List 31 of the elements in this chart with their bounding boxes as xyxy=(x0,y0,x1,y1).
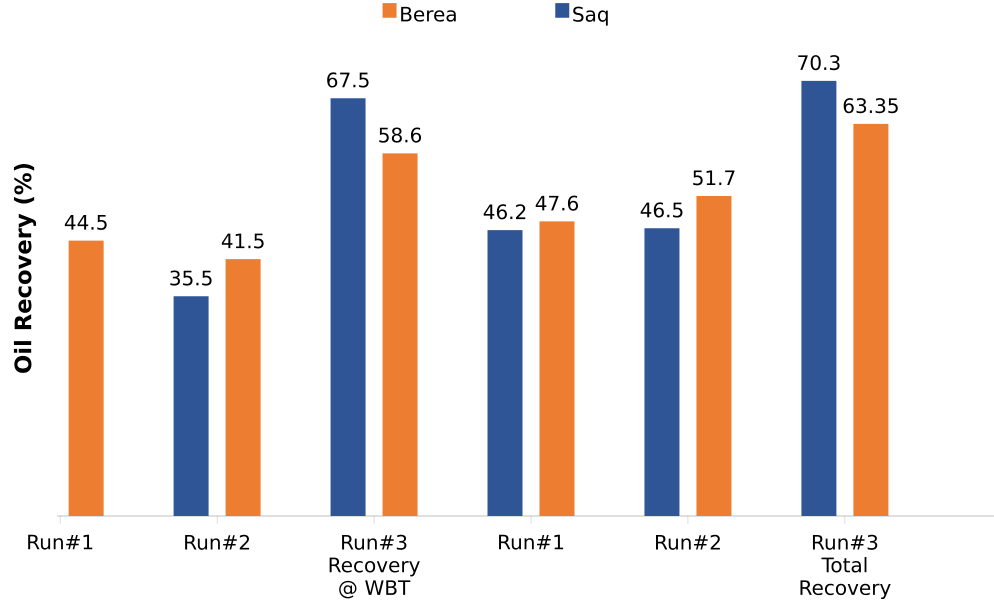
data-label: 51.7 xyxy=(693,170,735,186)
data-label: 46.2 xyxy=(484,204,526,220)
bar xyxy=(382,153,418,516)
data-label: 35.5 xyxy=(170,270,212,286)
x-tick-label: Run#1 xyxy=(499,534,564,550)
x-tick-label: Run#2 xyxy=(656,534,720,550)
data-label: 67.5 xyxy=(327,72,369,88)
bar xyxy=(540,221,575,516)
legend-label: Saq xyxy=(573,6,608,26)
bar xyxy=(68,240,104,516)
data-label: 63.35 xyxy=(844,98,898,114)
bar xyxy=(853,124,888,516)
x-tick-label: Run#3 Total Recovery xyxy=(800,534,891,600)
bar xyxy=(226,259,261,516)
data-label: 46.5 xyxy=(640,202,682,218)
data-label: 70.3 xyxy=(798,55,840,70)
data-label: 44.5 xyxy=(64,215,107,230)
bar xyxy=(644,228,680,516)
legend-label: Berea xyxy=(401,6,456,22)
bar xyxy=(174,296,209,516)
bar xyxy=(330,98,366,516)
x-tick-label: Run#1 xyxy=(28,534,92,550)
bar xyxy=(696,196,732,516)
x-tick-label: Run#3 Recovery @ WBT xyxy=(330,534,420,598)
bar xyxy=(488,230,522,516)
x-tick-label: Run#2 xyxy=(185,534,250,550)
data-label: 41.5 xyxy=(222,234,264,248)
data-label: 58.6 xyxy=(379,127,422,143)
bar xyxy=(801,80,836,516)
data-label: 47.6 xyxy=(536,196,578,211)
y-axis-title: Oil Recovery (%) xyxy=(14,164,36,373)
